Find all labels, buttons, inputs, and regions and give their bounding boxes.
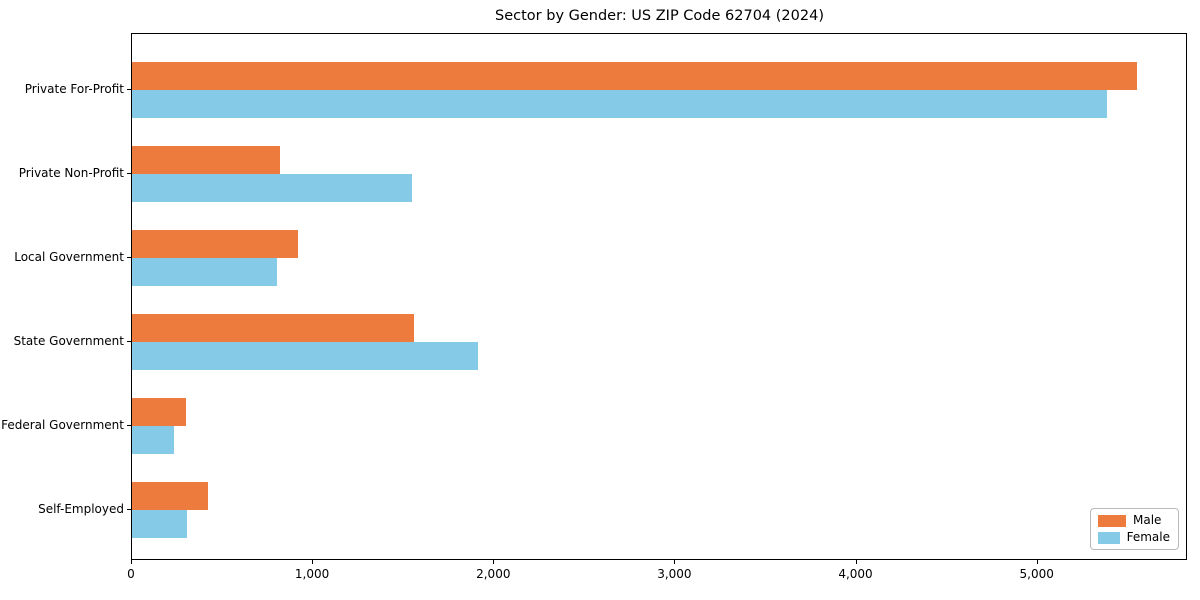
y-tick-label-private-non-profit: Private Non-Profit xyxy=(18,166,124,180)
y-tick-mark xyxy=(127,509,131,510)
y-tick-mark xyxy=(127,341,131,342)
x-tick-label-5000: 5,000 xyxy=(1019,567,1054,581)
male-color-swatch xyxy=(1098,514,1126,527)
x-tick-label-3000: 3,000 xyxy=(657,567,692,581)
y-tick-label-private-for-profit: Private For-Profit xyxy=(24,82,124,96)
bar-female-federal-government xyxy=(132,426,174,454)
y-tick-mark xyxy=(127,89,131,90)
y-tick-label-federal-government: Federal Government xyxy=(1,418,124,432)
x-tick-mark xyxy=(493,560,495,564)
y-tick-label-local-government: Local Government xyxy=(14,250,124,264)
y-tick-mark xyxy=(127,173,131,174)
legend-item-female: Female xyxy=(1098,531,1170,544)
bar-male-private-for-profit xyxy=(132,62,1138,90)
bar-male-private-non-profit xyxy=(132,146,280,174)
x-tick-label-1000: 1,000 xyxy=(294,567,330,581)
y-tick-mark xyxy=(127,425,131,426)
bar-male-local-government xyxy=(132,230,299,258)
legend: Male Female xyxy=(1090,508,1179,550)
x-tick-label-2000: 2,000 xyxy=(476,567,511,581)
chart-title: Sector by Gender: US ZIP Code 62704 (202… xyxy=(495,8,824,24)
y-tick-mark xyxy=(127,257,131,258)
y-tick-label-self-employed: Self-Employed xyxy=(38,502,124,516)
x-tick-label-4000: 4,000 xyxy=(838,567,873,581)
bar-male-state-government xyxy=(132,314,414,342)
legend-label-male: Male xyxy=(1133,513,1162,527)
bar-female-local-government xyxy=(132,258,278,286)
bar-female-private-for-profit xyxy=(132,90,1108,118)
x-tick-mark xyxy=(674,560,676,564)
bar-male-federal-government xyxy=(132,398,186,426)
x-tick-label-0: 0 xyxy=(127,567,135,581)
legend-item-male: Male xyxy=(1098,514,1170,527)
x-tick-mark xyxy=(131,560,132,564)
plot-area xyxy=(131,33,1187,560)
bar-female-state-government xyxy=(132,342,478,370)
female-color-swatch xyxy=(1098,531,1120,544)
y-tick-label-state-government: State Government xyxy=(13,334,124,348)
legend-label-female: Female xyxy=(1126,530,1170,544)
bar-female-self-employed xyxy=(132,510,188,538)
bar-female-private-non-profit xyxy=(132,174,412,202)
x-tick-mark xyxy=(855,560,857,564)
x-tick-mark xyxy=(1036,560,1038,564)
bar-male-self-employed xyxy=(132,482,209,510)
x-tick-mark xyxy=(312,560,314,564)
